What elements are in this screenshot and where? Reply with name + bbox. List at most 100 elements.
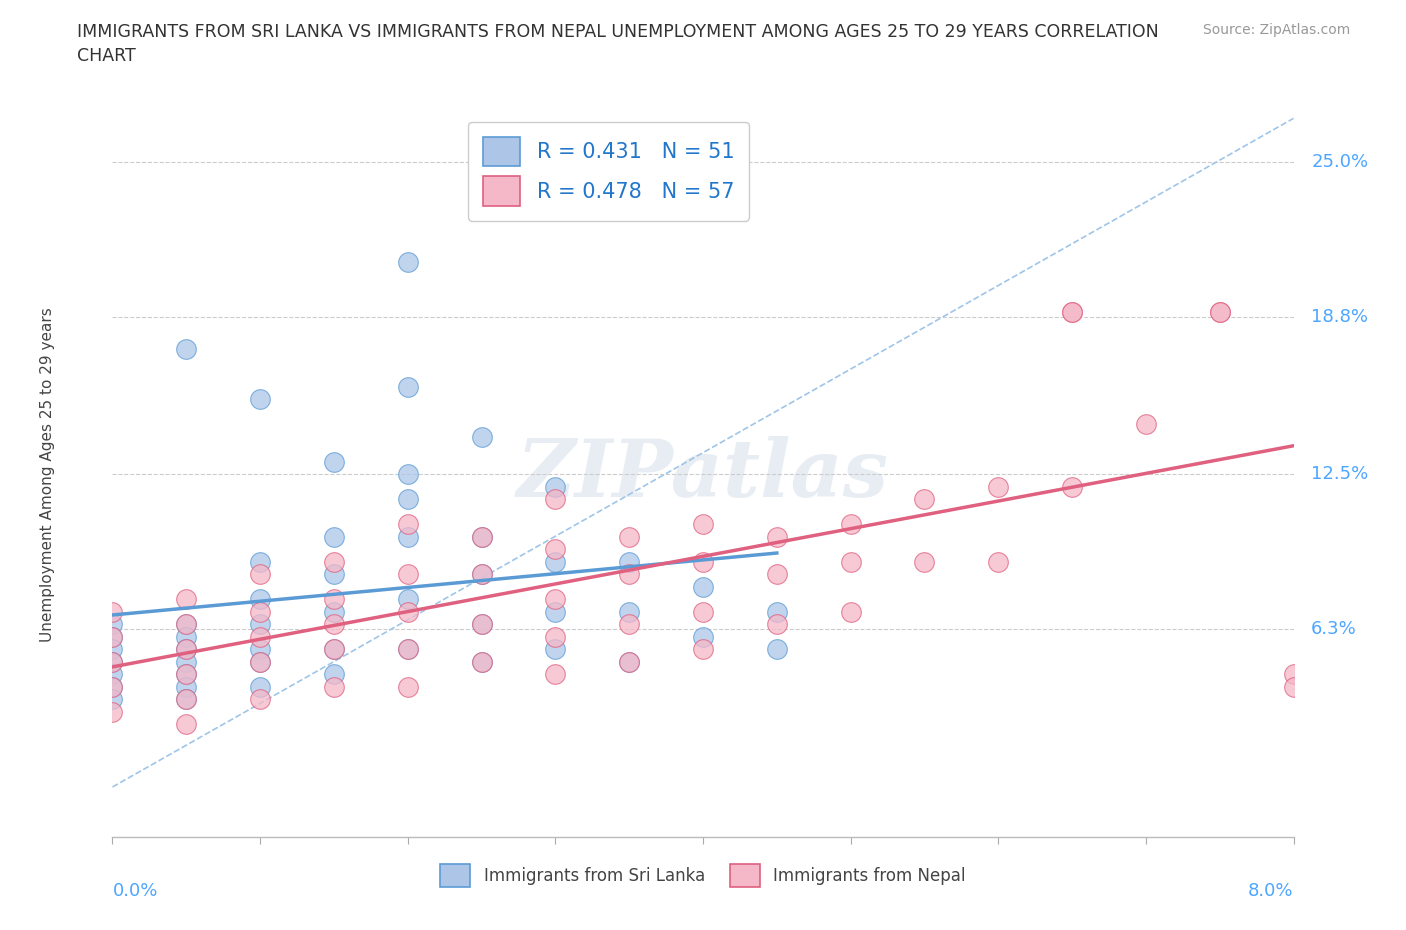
Point <box>101 667 124 682</box>
Point <box>765 567 787 582</box>
Point <box>619 529 641 544</box>
Legend: Immigrants from Sri Lanka, Immigrants from Nepal: Immigrants from Sri Lanka, Immigrants fr… <box>433 857 973 894</box>
Point <box>471 529 494 544</box>
Point <box>396 642 419 657</box>
Point <box>619 617 641 631</box>
Point <box>249 392 271 406</box>
Point <box>914 554 936 569</box>
Point <box>396 680 419 695</box>
Point <box>987 479 1010 494</box>
Point <box>914 492 936 507</box>
Point <box>471 655 494 670</box>
Point <box>101 604 124 619</box>
Text: 25.0%: 25.0% <box>1312 153 1368 170</box>
Text: 6.3%: 6.3% <box>1312 620 1357 638</box>
Point <box>839 604 862 619</box>
Point <box>249 692 271 707</box>
Point <box>544 642 567 657</box>
Point <box>174 342 197 357</box>
Point <box>101 630 124 644</box>
Point <box>1062 304 1084 319</box>
Point <box>619 554 641 569</box>
Point <box>323 667 346 682</box>
Point <box>101 630 124 644</box>
Point <box>471 567 494 582</box>
Point <box>471 430 494 445</box>
Point <box>174 655 197 670</box>
Point <box>174 642 197 657</box>
Point <box>1135 417 1157 432</box>
Point <box>249 655 271 670</box>
Point <box>396 604 419 619</box>
Point <box>1208 304 1232 319</box>
Point <box>249 604 271 619</box>
Text: Source: ZipAtlas.com: Source: ZipAtlas.com <box>1202 23 1350 37</box>
Point <box>249 617 271 631</box>
Point <box>1282 667 1305 682</box>
Point <box>544 554 567 569</box>
Point <box>174 692 197 707</box>
Point <box>692 604 714 619</box>
Point <box>174 667 197 682</box>
Point <box>619 567 641 582</box>
Point <box>839 517 862 532</box>
Point <box>323 455 346 470</box>
Point <box>323 617 346 631</box>
Text: 12.5%: 12.5% <box>1312 465 1368 484</box>
Point <box>101 655 124 670</box>
Point <box>101 655 124 670</box>
Point <box>323 554 346 569</box>
Point <box>249 680 271 695</box>
Point <box>396 517 419 532</box>
Point <box>323 604 346 619</box>
Point <box>692 630 714 644</box>
Point <box>396 467 419 482</box>
Point <box>765 604 787 619</box>
Point <box>396 254 419 269</box>
Point <box>544 604 567 619</box>
Point <box>101 705 124 720</box>
Point <box>323 680 346 695</box>
Point <box>692 579 714 594</box>
Point <box>323 567 346 582</box>
Point <box>174 692 197 707</box>
Point <box>396 492 419 507</box>
Point <box>323 529 346 544</box>
Point <box>174 630 197 644</box>
Point <box>987 554 1010 569</box>
Point <box>174 617 197 631</box>
Point <box>619 655 641 670</box>
Point <box>249 642 271 657</box>
Point <box>692 517 714 532</box>
Point <box>471 655 494 670</box>
Point <box>174 667 197 682</box>
Point <box>619 604 641 619</box>
Point <box>101 617 124 631</box>
Text: IMMIGRANTS FROM SRI LANKA VS IMMIGRANTS FROM NEPAL UNEMPLOYMENT AMONG AGES 25 TO: IMMIGRANTS FROM SRI LANKA VS IMMIGRANTS … <box>77 23 1159 65</box>
Point <box>544 630 567 644</box>
Point <box>174 680 197 695</box>
Point <box>101 680 124 695</box>
Point <box>1208 304 1232 319</box>
Text: 8.0%: 8.0% <box>1249 882 1294 900</box>
Point <box>396 591 419 606</box>
Point <box>101 642 124 657</box>
Point <box>396 379 419 394</box>
Point <box>323 642 346 657</box>
Point <box>839 554 862 569</box>
Point <box>544 492 567 507</box>
Point <box>174 617 197 631</box>
Point <box>765 529 787 544</box>
Point <box>101 680 124 695</box>
Point <box>1282 680 1305 695</box>
Point <box>396 642 419 657</box>
Point <box>471 567 494 582</box>
Point <box>174 717 197 732</box>
Text: 0.0%: 0.0% <box>112 882 157 900</box>
Text: Unemployment Among Ages 25 to 29 years: Unemployment Among Ages 25 to 29 years <box>39 307 55 642</box>
Point <box>323 591 346 606</box>
Point <box>1062 304 1084 319</box>
Point <box>544 542 567 557</box>
Point <box>323 642 346 657</box>
Point <box>471 617 494 631</box>
